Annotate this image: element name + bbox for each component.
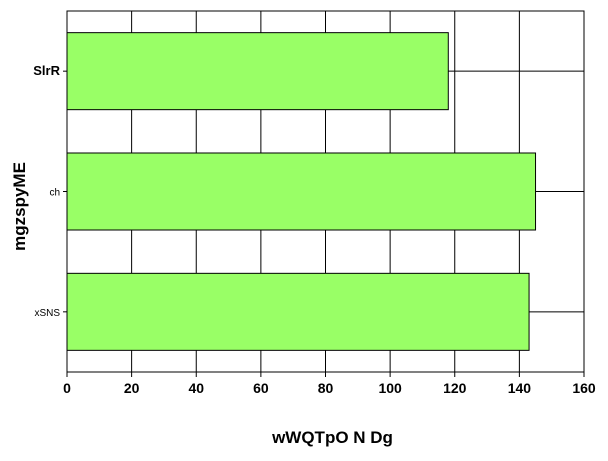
x-tick-label: 40 bbox=[188, 380, 204, 396]
y-tick-label: ch bbox=[49, 188, 60, 199]
x-tick-label: 100 bbox=[378, 380, 402, 396]
x-tick-label: 60 bbox=[253, 380, 269, 396]
y-axis-title: mgzspyME bbox=[10, 162, 29, 251]
x-tick-label: 0 bbox=[63, 380, 71, 396]
bars bbox=[66, 32, 537, 351]
x-axis-ticks: 0 20 40 60 80 100 120 140 160 bbox=[63, 372, 596, 396]
x-tick-label: 120 bbox=[443, 380, 467, 396]
y-tick-label: xSNS bbox=[34, 308, 60, 319]
x-tick-label: 80 bbox=[318, 380, 334, 396]
x-tick-label: 160 bbox=[572, 380, 596, 396]
x-tick-label: 20 bbox=[124, 380, 140, 396]
y-axis-ticks: SlrR ch xSNS bbox=[33, 63, 67, 319]
bar-ch bbox=[66, 152, 537, 231]
bar-SlrR bbox=[66, 32, 449, 111]
y-tick-label: SlrR bbox=[33, 63, 60, 78]
x-tick-label: 140 bbox=[508, 380, 532, 396]
bar-xSNS bbox=[66, 272, 530, 351]
x-axis-title: wWQTpO N Dg bbox=[271, 428, 393, 447]
